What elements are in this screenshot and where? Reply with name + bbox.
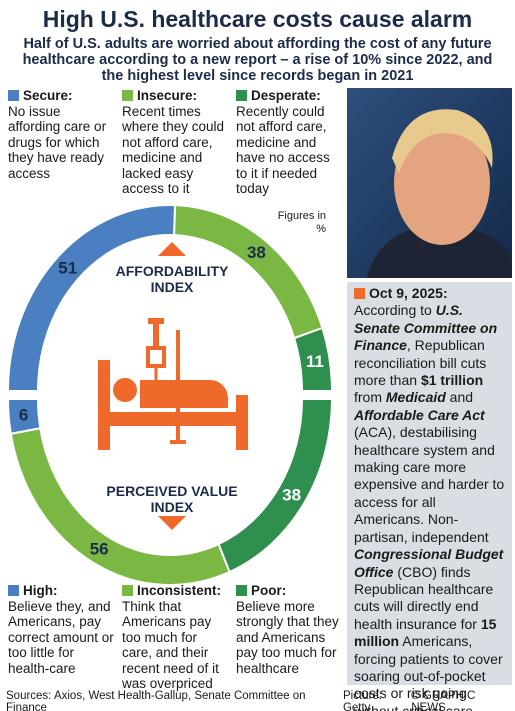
- value-label: 56: [90, 539, 109, 558]
- panel-text: According to U.S. Senate Committee on Fi…: [354, 302, 507, 711]
- value-label: 51: [58, 259, 77, 278]
- legend-text: No issue affording care or drugs for whi…: [8, 103, 107, 181]
- legend-item: Inconsistent: Think that Americans pay t…: [122, 583, 230, 692]
- value-label: 38: [282, 486, 301, 505]
- text-run: (CBO) finds Republican healthcare cuts w…: [354, 563, 494, 632]
- text-run: (ACA), destabilising healthcare system a…: [354, 424, 505, 545]
- legend-text: Believe they, and Americans, pay correct…: [8, 598, 114, 676]
- footer: Sources: Axios, West Health-Gallup, Sena…: [6, 690, 511, 711]
- legend-swatch: [236, 585, 247, 596]
- legend-item: Secure: No issue affording care or drugs…: [8, 88, 116, 181]
- legend-label: Secure:: [23, 88, 73, 103]
- donut-segment: [217, 398, 334, 574]
- text-run: Medicaid: [385, 389, 446, 406]
- value-label: 11: [306, 352, 324, 371]
- bullet: [354, 288, 365, 299]
- legend-label: Inconsistent:: [137, 583, 222, 598]
- text-run: $1 trillion: [420, 372, 484, 389]
- text-run: Congressional Budget Office: [354, 546, 504, 580]
- legend-text: Think that Americans pay too much for ca…: [122, 598, 219, 692]
- legend-label: Poor:: [251, 583, 287, 598]
- hospital-icon: [98, 318, 248, 450]
- text-run: Americans, forcing patients to cover soa…: [354, 633, 503, 711]
- subtitle: Half of U.S. adults are worried about af…: [22, 36, 493, 84]
- legend-item: Desperate: Recently could not afford car…: [236, 88, 344, 197]
- legend-text: Believe more strongly that they and Amer…: [236, 598, 339, 676]
- text-run: According to: [354, 302, 436, 319]
- picture-credit: Picture: Getty: [342, 690, 382, 711]
- text-panel: Oct 9, 2025: According to U.S. Senate Co…: [347, 282, 512, 711]
- legend-item: High: Believe they, and Americans, pay c…: [8, 583, 116, 676]
- legend-swatch: [122, 90, 133, 101]
- legend-item: Poor: Believe more strongly that they an…: [236, 583, 344, 676]
- legend-text: Recent times where they could not afford…: [122, 103, 225, 197]
- text-run: Affordable Care Act: [354, 406, 485, 423]
- text-run: from: [354, 389, 386, 406]
- index-title: PERCEIVED VALUE INDEX: [106, 483, 238, 515]
- legend-label: High:: [23, 583, 58, 598]
- text-run: , Republican reconciliation bill cuts mo…: [354, 337, 487, 389]
- title: High U.S. healthcare costs cause alarm: [42, 6, 473, 32]
- legend-label: Desperate:: [251, 88, 321, 103]
- text-run: U.S. Senate Committee on Finance: [354, 302, 498, 354]
- index-title: AFFORDABILITY INDEX: [115, 263, 229, 295]
- legend-text: Recently could not afford care, medicine…: [236, 103, 330, 197]
- value-label: 6: [19, 406, 28, 425]
- legend-label: Insecure:: [137, 88, 198, 103]
- legend-swatch: [8, 585, 19, 596]
- chart: 51 38 11 6 56 38: [6, 204, 334, 586]
- legend-swatch: [8, 90, 19, 101]
- legend-item: Insecure: Recent times where they could …: [122, 88, 230, 197]
- legend-swatch: [122, 585, 133, 596]
- note: Figures in %: [277, 210, 326, 235]
- sources: Sources: Axios, West Health-Gallup, Sena…: [6, 690, 306, 711]
- donut-segment: [6, 204, 177, 392]
- text-run: 15 million: [354, 615, 497, 650]
- legend-swatch: [236, 90, 247, 101]
- date: Oct 9, 2025:: [369, 285, 448, 301]
- value-label: 38: [247, 243, 266, 262]
- photo: [347, 88, 512, 278]
- donut-segment: [292, 326, 334, 392]
- arrow-up: [158, 242, 186, 256]
- credit: © GRAPHIC NEWS: [411, 690, 476, 711]
- arrow-down: [158, 516, 186, 530]
- text-run: and: [445, 389, 474, 406]
